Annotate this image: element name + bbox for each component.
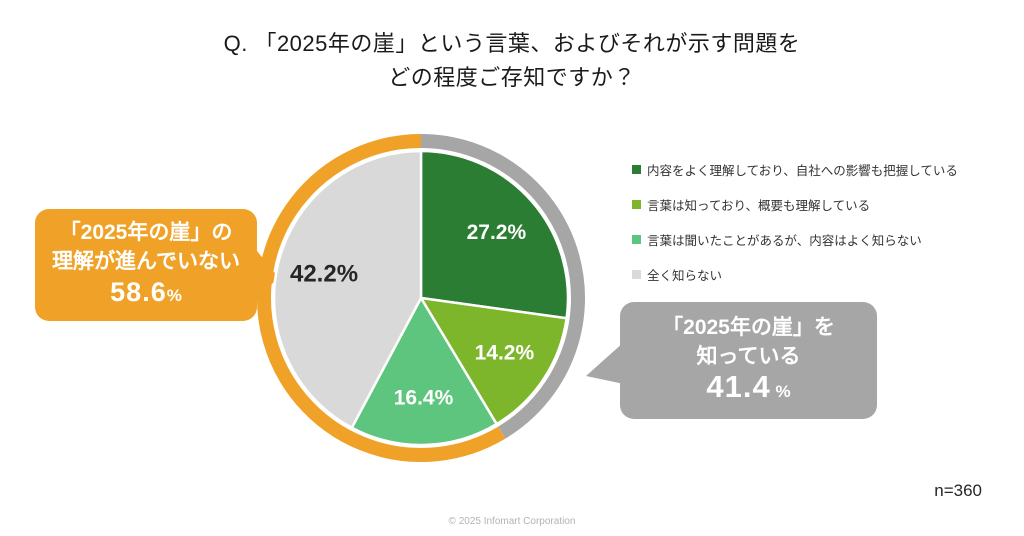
callout-right-value: 41.4 [706,369,771,404]
callout-knows: 「2025年の崖」を 知っている 41.4 % [620,302,877,419]
legend-item-0: 内容をよく理解しており、自社への影響も把握している [632,152,1012,187]
legend-item-label: 言葉は知っており、概要も理解している [647,199,871,213]
pie-slice-1 [419,296,568,426]
left-callout-tail [253,246,278,306]
legend-item-label: 全く知らない [647,269,723,283]
legend-item-3: 全く知らない [632,257,1012,292]
callout-left-value: 58.6 [110,277,167,307]
question-title-line1: Q. 「2025年の崖」という言葉、およびそれが示す問題を [223,31,801,56]
callout-right-line2: 知っている [696,345,801,368]
outer-ring [257,134,585,462]
question-title: Q. 「2025年の崖」という言葉、およびそれが示す問題を どの程度ご存知ですか… [0,27,1024,95]
callout-left-line1: 「2025年の崖」の [59,221,233,244]
callout-left-unit: % [166,286,182,305]
legend-item-label: 内容をよく理解しており、自社への影響も把握している [647,164,958,178]
outer-ring-segment-does-not-understand-group [257,134,506,462]
callout-left-value-row: 58.6% [35,276,257,312]
pie-slice-3 [272,149,423,429]
pie-slice-value-label-1: 14.2% [475,342,535,365]
legend-item-2: 言葉は聞いたことがあるが、内容はよく知らない [632,222,1012,257]
pie-slice-labels: 27.2% 14.2% 16.4% 42.2% [290,221,534,410]
legend-marker-icon [632,270,641,279]
callout-not-understanding: 「2025年の崖」の 理解が進んでいない 58.6% [35,209,257,321]
legend-item-1: 言葉は知っており、概要も理解している [632,187,1012,222]
legend-marker-icon [632,165,641,174]
right-callout-tail [586,342,624,384]
pie-slices [272,149,570,447]
legend-marker-icon [632,200,641,209]
pie-slice-value-label-3: 42.2% [290,260,358,287]
pie-slice-value-label-2: 16.4% [394,386,454,409]
copyright-label: © 2025 Infomart Corporation [448,516,576,527]
outer-ring-segment-knows-group [420,134,585,439]
legend: 内容をよく理解しており、自社への影響も把握している 言葉は知っており、概要も理解し… [632,152,1012,292]
callout-right-unit: % [770,382,791,401]
pie-slice-0 [419,149,570,320]
callout-right-line1: 「2025年の崖」を [662,316,835,339]
question-title-line2: どの程度ご存知ですか？ [388,65,636,90]
callout-left-line2: 理解が進んでいない [52,250,240,273]
sample-size-label: n=360 [934,481,982,500]
legend-item-label: 言葉は聞いたことがあるが、内容はよく知らない [647,234,922,248]
callout-right-value-row: 41.4 % [620,371,877,408]
legend-marker-icon [632,235,641,244]
pie-slice-2 [350,296,498,447]
pie-slice-value-label-0: 27.2% [467,221,527,244]
